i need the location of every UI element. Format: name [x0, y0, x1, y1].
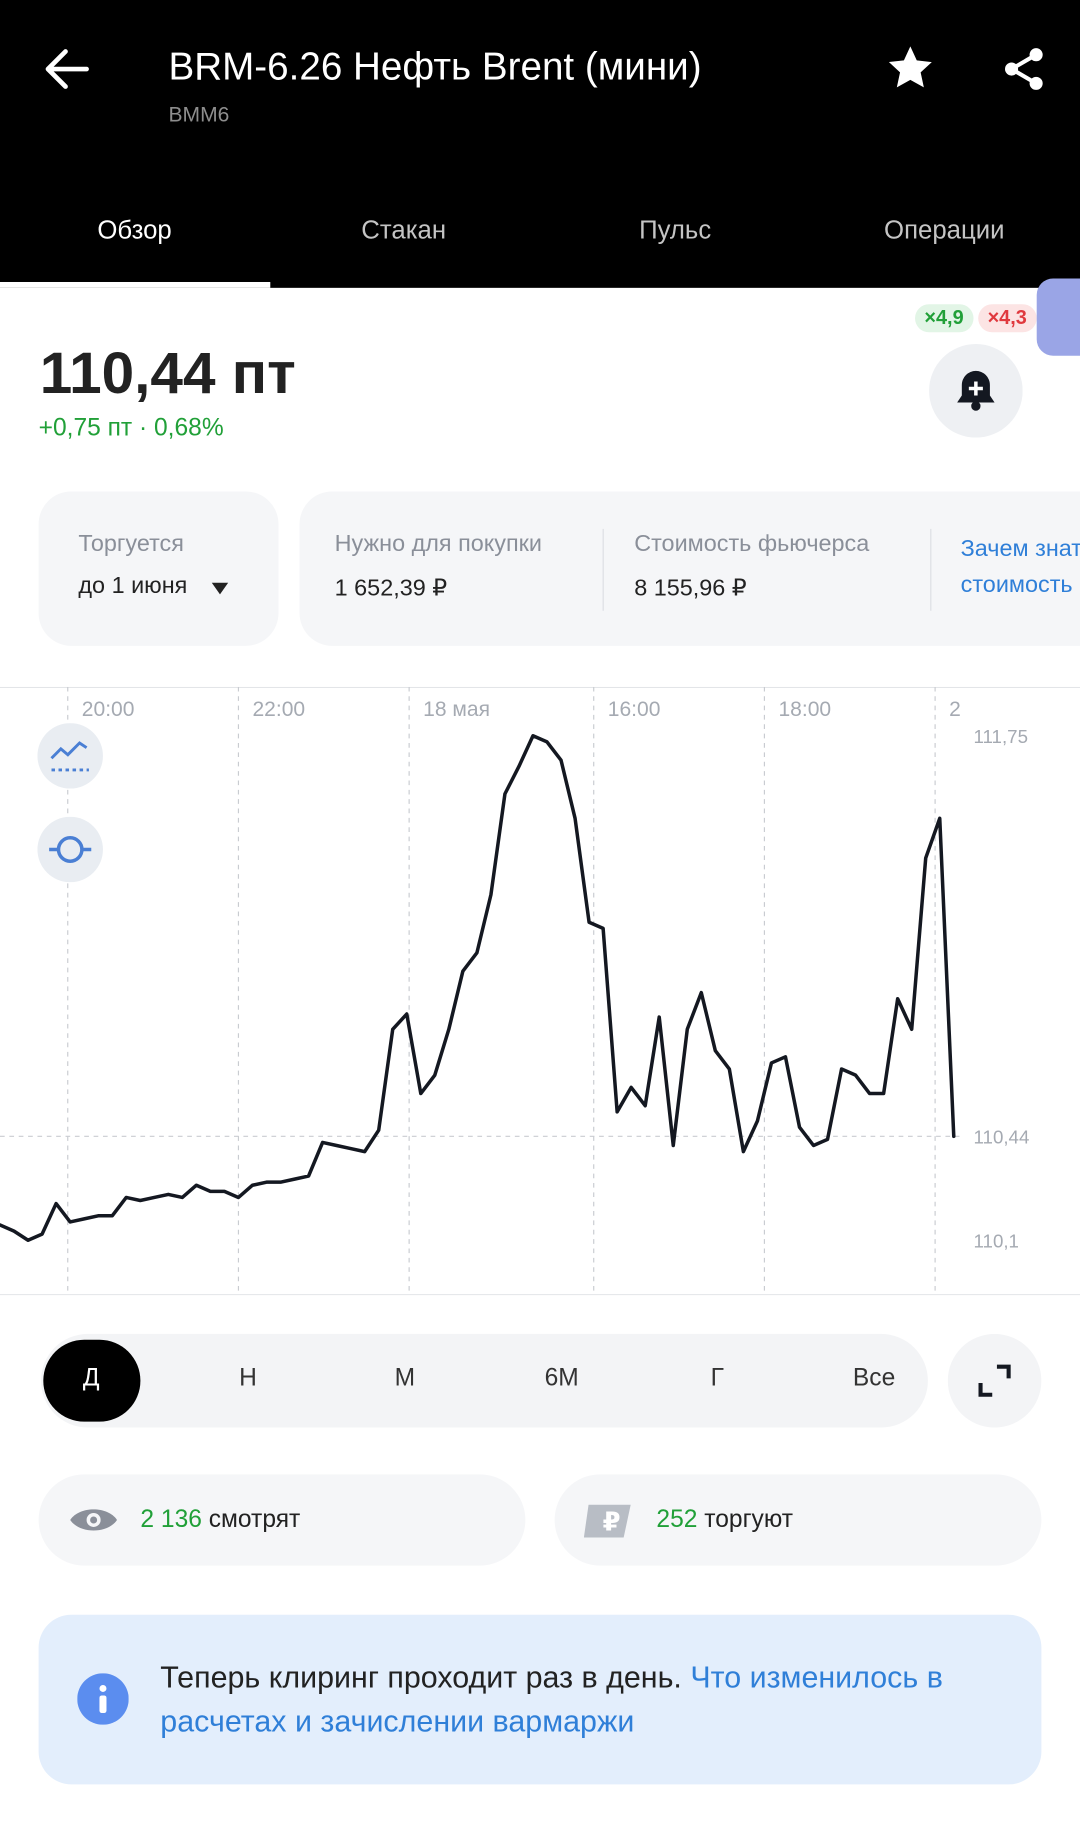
- dropdown-arrow: [211, 582, 229, 595]
- tab[interactable]: Пульс: [639, 215, 712, 245]
- notice-text: Теперь клиринг проходит раз в день. Что …: [160, 1655, 1014, 1744]
- badge: ×4,3: [978, 304, 1037, 333]
- notice-body: Теперь клиринг проходит раз в день.: [160, 1659, 682, 1695]
- tab[interactable]: Операции: [884, 215, 1005, 245]
- stat-card[interactable]: [38, 1474, 526, 1566]
- price: 110,44 пт: [39, 340, 296, 407]
- fullscreen-button[interactable]: [947, 1333, 1042, 1428]
- info-label: Торгуется: [78, 531, 184, 557]
- link-line: Зачем знать: [960, 535, 1080, 562]
- chart: 20:00 22:00 18 мая 16:00 18:00 2 111,75 110,44 1…: [0, 686, 1080, 1296]
- floating-widget[interactable]: [1036, 278, 1080, 356]
- info-card: [299, 491, 1080, 646]
- x-tick-label: 22:00: [252, 698, 305, 721]
- period-option[interactable]: Все: [852, 1364, 896, 1392]
- badge: ×4,9: [915, 304, 974, 333]
- stat-count: 2 136: [140, 1505, 202, 1533]
- period-option[interactable]: М: [394, 1364, 416, 1392]
- stat-card[interactable]: [554, 1474, 1042, 1566]
- info-link[interactable]: Зачем знать стоимость: [961, 531, 1080, 604]
- x-tick-label: 18:00: [778, 698, 831, 721]
- divider: [602, 528, 604, 611]
- stat-label: торгуют: [704, 1505, 793, 1533]
- favorite-button[interactable]: [885, 42, 936, 93]
- info-label: Нужно для покупки: [334, 531, 542, 557]
- x-tick-label: 18 мая: [423, 698, 490, 721]
- header: BRM-6.26 Нефть Brent (мини) BMM6 Обзор С…: [0, 0, 1080, 288]
- crosshair-button[interactable]: [37, 816, 103, 883]
- y-tick-label: 110,44: [974, 1126, 1030, 1147]
- y-tick-label: 111,75: [974, 726, 1028, 747]
- period-option[interactable]: Д: [82, 1364, 100, 1392]
- price-change: +0,75 пт · 0,68%: [38, 414, 224, 442]
- info-card[interactable]: [38, 491, 279, 646]
- divider: [930, 528, 932, 611]
- svg-text:₽: ₽: [603, 1508, 621, 1536]
- notice-link[interactable]: Что изменилось в расчетах и зачислении в…: [160, 1659, 943, 1739]
- info-value: до 1 июня: [78, 573, 188, 600]
- tab-indicator: [0, 281, 271, 288]
- ticker: BMM6: [168, 102, 230, 127]
- ruble-icon: ₽: [583, 1504, 631, 1538]
- eye-icon: [70, 1509, 118, 1531]
- info-icon: [77, 1673, 129, 1725]
- share-button[interactable]: [999, 44, 1048, 93]
- back-button[interactable]: [42, 44, 91, 93]
- stat-count: 252: [656, 1505, 698, 1533]
- info-value: 1 652,39 ₽: [334, 575, 448, 602]
- period-option[interactable]: Г: [710, 1364, 724, 1392]
- info-label: Стоимость фьючерса: [634, 531, 870, 557]
- stat-text: 2 136 смотрят: [140, 1506, 300, 1534]
- notice: [38, 1614, 1042, 1785]
- title: BRM-6.26 Нефть Brent (мини): [168, 44, 702, 88]
- x-tick-label: 2: [949, 698, 961, 721]
- period-active: [43, 1339, 141, 1422]
- indicator-button[interactable]: [37, 723, 103, 789]
- period-selector: [40, 1333, 928, 1428]
- period-option[interactable]: 6М: [544, 1364, 579, 1392]
- tab[interactable]: Обзор: [97, 215, 172, 245]
- price-line-series: [0, 734, 956, 1243]
- x-tick-label: 20:00: [82, 698, 135, 721]
- stat-label: смотрят: [208, 1505, 301, 1533]
- link-line: стоимость: [960, 572, 1073, 598]
- tab[interactable]: Стакан: [361, 215, 447, 245]
- alert-button[interactable]: [929, 344, 1023, 438]
- x-tick-label: 16:00: [608, 698, 661, 721]
- stat-text: 252 торгуют: [656, 1506, 793, 1534]
- period-option[interactable]: Н: [239, 1364, 257, 1392]
- y-tick-label: 110,1: [974, 1230, 1019, 1251]
- info-value: 8 155,96 ₽: [634, 575, 747, 602]
